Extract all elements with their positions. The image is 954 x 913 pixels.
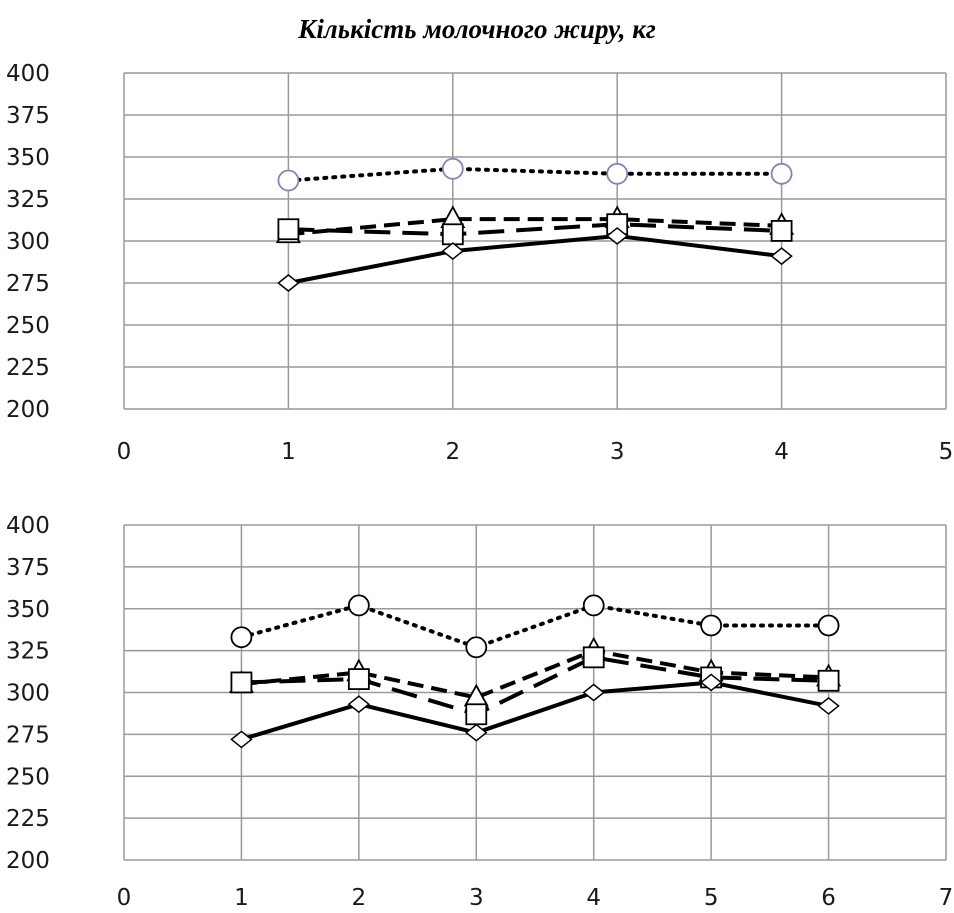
diamond-marker [277,274,300,292]
y-tick-label: 275 [6,722,50,748]
diamond-marker [230,730,253,749]
series-line-triangle [288,217,782,237]
series-line-circle [286,166,784,183]
square-marker [230,671,253,694]
x-tick-label: 3 [469,885,484,911]
x-tick-label: 1 [281,439,296,465]
circle-marker [817,614,840,637]
y-tick-label: 300 [6,229,50,255]
circle-marker [770,162,793,185]
x-tick-label: 2 [352,885,367,911]
y-tick-label: 250 [6,764,50,790]
square-marker [277,218,300,241]
series-line-triangle [241,648,829,700]
y-tick-label: 400 [6,513,50,539]
y-tick-label: 200 [6,848,50,874]
y-tick-label: 275 [6,271,50,297]
y-tick-label: 325 [6,639,50,665]
square-marker [465,703,488,726]
circle-marker [700,614,723,637]
y-tick-label: 300 [6,681,50,707]
y-tick-label: 350 [6,597,50,623]
circle-marker [582,594,605,617]
x-tick-label: 7 [939,885,954,911]
top-line-chart: 200 225 250 275 300 325 350 375 400 0 1 2 3 4 5 [6,61,954,465]
circle-marker [606,162,629,185]
grid [123,72,947,410]
series-line-diamond [288,233,782,285]
square-marker [347,668,370,691]
x-tick-label: 6 [821,885,836,911]
diamond-marker [441,242,465,261]
series-line-circle [239,603,831,650]
diamond-marker [699,673,723,692]
square-marker [770,220,793,242]
square-marker [817,669,840,692]
diamond-marker [605,226,629,245]
x-tick-label: 5 [939,439,954,465]
x-tick-label: 4 [586,885,601,911]
series-line-diamond [240,680,829,742]
x-tick-label: 2 [445,439,460,465]
diamond-marker [465,723,488,742]
circle-marker [277,169,300,192]
circle-marker [347,594,370,617]
y-tick-label: 250 [6,313,50,339]
y-tick-label: 400 [6,61,50,87]
square-marker [582,646,605,669]
x-tick-label: 0 [117,439,132,465]
y-tick-label: 200 [6,397,50,423]
x-tick-label: 0 [117,885,132,911]
circle-marker [441,157,464,180]
x-tick-label: 3 [610,439,625,465]
x-tick-label: 4 [774,439,789,465]
square-marker [441,223,464,246]
circle-marker [465,636,488,659]
y-tick-label: 225 [6,806,50,832]
diamond-marker [347,695,371,714]
diamond-marker [582,683,605,702]
diamond-marker [770,247,793,266]
y-tick-label: 375 [6,103,50,129]
bottom-line-chart: 200 225 250 275 300 325 350 375 400 0 1 2 3 4 5 6 7 [6,513,954,911]
y-tick-label: 375 [6,555,50,581]
diamond-marker [817,696,840,715]
series-line-square [241,655,829,717]
y-tick-label: 350 [6,145,50,171]
chart-title: Кількість молочного жиру, кг [298,14,656,44]
series-line-square [288,222,782,237]
circle-marker [230,626,253,649]
x-tick-label: 1 [234,885,249,911]
y-tick-label: 225 [6,355,50,381]
x-tick-label: 5 [704,885,719,911]
y-tick-label: 325 [6,187,50,213]
